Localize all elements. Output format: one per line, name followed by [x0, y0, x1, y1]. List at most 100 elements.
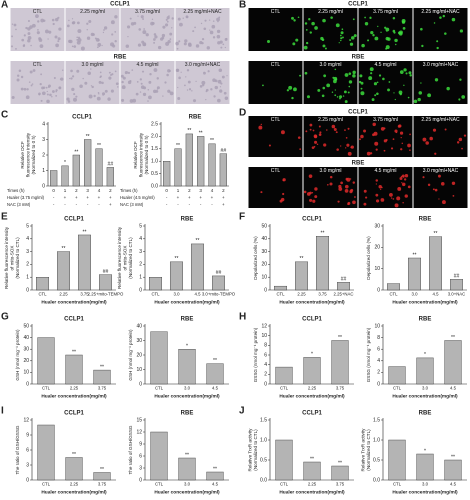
- table-cell: +: [64, 195, 67, 200]
- cell: [442, 14, 446, 18]
- cell: [321, 94, 325, 98]
- cell: [164, 23, 169, 27]
- y-axis-label: GSH (nmol mg⁻¹ protein): [15, 329, 20, 381]
- y-axis-label: Relative TrxR activity: [361, 428, 366, 472]
- cell: [71, 21, 75, 25]
- cell: [40, 99, 43, 102]
- cell: [55, 43, 59, 48]
- cell: [92, 33, 95, 36]
- bar: [444, 340, 462, 385]
- x-tick-label: 3.0: [412, 292, 419, 297]
- image-label: 3.0 mg/ml+NAC: [423, 62, 459, 68]
- cell: [114, 70, 117, 73]
- significance-label: **: [86, 134, 90, 140]
- cell: [177, 97, 181, 100]
- x-tick-label: 2.25: [70, 482, 79, 487]
- cell: [400, 175, 403, 178]
- cell: [403, 178, 407, 181]
- cell: [114, 15, 118, 19]
- image-label: 2.25 mg/ml: [80, 9, 105, 15]
- cell: [258, 125, 263, 130]
- y-axis-label: Depolarized cells (%): [366, 236, 371, 280]
- y-tick-label: 2: [377, 370, 380, 376]
- y-axis-label: Relative DCF: [20, 141, 25, 169]
- cell: [141, 40, 145, 44]
- cell: [76, 21, 80, 25]
- cell: [90, 85, 93, 87]
- cell: [401, 182, 403, 184]
- cell: [348, 85, 351, 88]
- chart-title: RBE: [181, 317, 194, 323]
- cell: [153, 68, 158, 72]
- cell: [404, 174, 409, 178]
- panel-letter: B: [239, 0, 246, 11]
- x-tick-label: CTL: [393, 482, 402, 487]
- y-tick-label: 2: [139, 262, 142, 268]
- table-cell: 1: [177, 188, 180, 193]
- cell: [351, 36, 355, 40]
- cell: [305, 41, 309, 45]
- cell: [16, 74, 20, 77]
- cell: [376, 92, 379, 96]
- cell: [226, 75, 228, 77]
- cell: [160, 37, 164, 41]
- cell: [25, 26, 28, 30]
- cell: [364, 16, 366, 19]
- table-cell: +: [177, 195, 180, 200]
- cell: [137, 43, 142, 47]
- significance-label: ##: [454, 274, 460, 280]
- cell: [309, 123, 313, 127]
- bar: [331, 340, 349, 385]
- bar: [197, 136, 205, 187]
- cell: [389, 193, 393, 197]
- cell: [82, 77, 84, 80]
- cell: [409, 74, 412, 77]
- cell: [220, 46, 223, 49]
- cell: [461, 95, 466, 99]
- cell: [217, 41, 221, 45]
- cell: [114, 40, 117, 43]
- cell: [407, 96, 410, 99]
- y-axis-label: GSSG (nmol mg⁻¹ protein): [366, 327, 371, 382]
- y-tick-label: 15: [136, 417, 142, 423]
- bar: [106, 167, 114, 187]
- bar: [150, 331, 168, 385]
- cell: [372, 34, 375, 37]
- y-tick-label: 0.5: [373, 457, 380, 463]
- y-tick-label: 50: [261, 223, 267, 229]
- image-label: 3.75 mg/ml: [373, 9, 398, 15]
- y-tick-label: 5: [26, 223, 29, 229]
- cell: [148, 80, 152, 84]
- cell: [394, 203, 399, 208]
- cell: [121, 98, 125, 102]
- micrograph: [303, 61, 358, 104]
- cell: [110, 73, 112, 76]
- cell: [338, 42, 340, 44]
- table-cell: 4: [98, 188, 101, 193]
- image-label: 3.0 mg/ml+NAC: [423, 168, 459, 174]
- cell: [176, 68, 180, 72]
- cell: [169, 38, 172, 40]
- significance-label: **: [175, 256, 179, 262]
- cell: [120, 74, 124, 78]
- bar: [37, 337, 55, 385]
- group-title: RBE: [352, 55, 365, 61]
- cell: [380, 198, 385, 202]
- cell: [20, 75, 24, 79]
- cell: [69, 39, 73, 44]
- cell: [154, 35, 158, 39]
- table-cell: -: [189, 202, 191, 207]
- cell: [339, 95, 343, 99]
- cell: [127, 80, 132, 85]
- cell: [27, 27, 31, 31]
- cell: [69, 77, 71, 80]
- significance-label: **: [321, 231, 325, 237]
- cell: [305, 28, 308, 31]
- y-tick-label: 0.0: [151, 183, 158, 189]
- significance-label: **: [62, 246, 66, 252]
- cell: [360, 91, 365, 96]
- cell: [194, 26, 196, 29]
- cell: [440, 182, 445, 186]
- table-row-label: Times (h): [7, 188, 25, 193]
- cell: [80, 46, 85, 51]
